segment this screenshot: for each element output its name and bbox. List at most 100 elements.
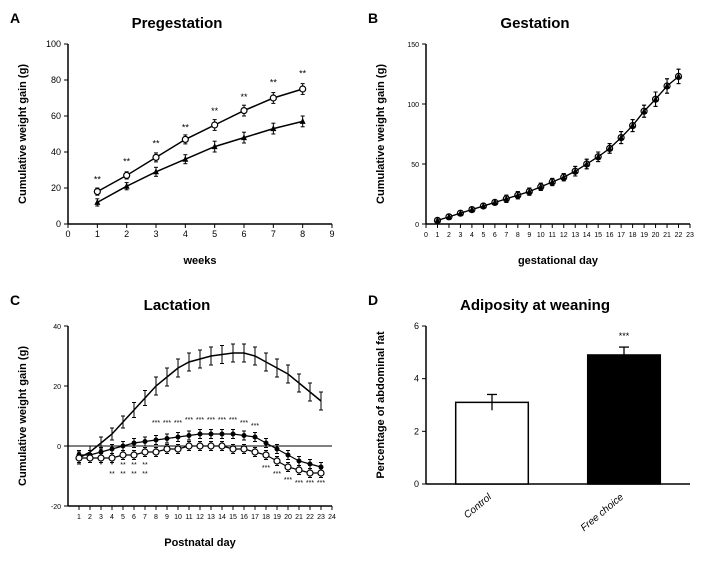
svg-text:5: 5 (481, 232, 485, 239)
svg-text:Adiposity at weaning: Adiposity at weaning (460, 297, 610, 314)
svg-text:2: 2 (414, 426, 419, 436)
svg-text:Gestation: Gestation (500, 15, 569, 32)
svg-text:23: 23 (317, 514, 325, 521)
svg-text:16: 16 (240, 514, 248, 521)
svg-text:1: 1 (95, 229, 100, 239)
panel-d-chart: Adiposity at weaning0246Percentage of ab… (368, 292, 702, 554)
svg-text:**: ** (142, 471, 148, 478)
svg-text:Cumulative weight gain (g): Cumulative weight gain (g) (375, 64, 387, 204)
svg-text:0: 0 (57, 444, 61, 451)
svg-text:Postnatal day: Postnatal day (164, 537, 236, 549)
svg-text:***: *** (306, 480, 314, 487)
svg-text:20: 20 (51, 183, 61, 193)
svg-text:100: 100 (407, 102, 419, 109)
panel-c: C Lactation-2002040123456789101112131415… (10, 292, 344, 554)
svg-text:40: 40 (51, 147, 61, 157)
svg-text:4: 4 (110, 514, 114, 521)
svg-text:**: ** (152, 139, 160, 149)
svg-text:Control: Control (462, 491, 494, 521)
svg-text:*: * (111, 462, 114, 469)
panel-a-letter: A (10, 10, 20, 26)
svg-text:5: 5 (121, 514, 125, 521)
svg-text:**: ** (120, 471, 126, 478)
svg-text:6: 6 (132, 514, 136, 521)
svg-text:17: 17 (617, 232, 625, 239)
svg-text:-20: -20 (51, 504, 61, 511)
svg-text:6: 6 (414, 321, 419, 331)
svg-text:***: *** (273, 471, 281, 478)
svg-text:12: 12 (560, 232, 568, 239)
svg-text:50: 50 (411, 162, 419, 169)
svg-text:0: 0 (56, 219, 61, 229)
svg-text:3: 3 (458, 232, 462, 239)
svg-text:60: 60 (51, 111, 61, 121)
panel-d: D Adiposity at weaning0246Percentage of … (368, 292, 702, 554)
svg-text:13: 13 (571, 232, 579, 239)
svg-text:***: *** (163, 420, 171, 427)
svg-text:***: *** (262, 465, 270, 472)
svg-text:Percentage of abdominal fat: Percentage of abdominal fat (375, 331, 387, 479)
svg-text:15: 15 (229, 514, 237, 521)
svg-text:14: 14 (218, 514, 226, 521)
svg-text:80: 80 (51, 75, 61, 85)
svg-text:2: 2 (447, 232, 451, 239)
svg-text:3: 3 (99, 514, 103, 521)
svg-text:**: ** (123, 157, 131, 167)
svg-text:0: 0 (424, 232, 428, 239)
svg-text:**: ** (109, 471, 115, 478)
svg-text:0: 0 (415, 222, 419, 229)
svg-text:18: 18 (262, 514, 270, 521)
svg-text:**: ** (142, 462, 148, 469)
panel-a-chart: Pregestation0204060801000123456789weeksC… (10, 10, 344, 272)
svg-text:11: 11 (549, 232, 556, 239)
panel-b-letter: B (368, 10, 378, 26)
svg-text:5: 5 (212, 229, 217, 239)
svg-text:9: 9 (527, 232, 531, 239)
svg-text:***: *** (207, 417, 215, 424)
svg-text:12: 12 (196, 514, 204, 521)
svg-text:14: 14 (583, 232, 591, 239)
panel-d-letter: D (368, 292, 378, 308)
svg-text:8: 8 (300, 229, 305, 239)
svg-text:23: 23 (686, 232, 694, 239)
svg-text:6: 6 (241, 229, 246, 239)
svg-text:20: 20 (652, 232, 660, 239)
svg-text:***: *** (284, 477, 292, 484)
svg-text:**: ** (131, 471, 137, 478)
svg-text:13: 13 (207, 514, 215, 521)
svg-text:3: 3 (153, 229, 158, 239)
svg-text:15: 15 (594, 232, 602, 239)
svg-text:***: *** (251, 423, 259, 430)
svg-text:18: 18 (629, 232, 637, 239)
svg-text:***: *** (185, 417, 193, 424)
svg-text:**: ** (240, 92, 248, 102)
svg-text:***: *** (295, 480, 303, 487)
svg-text:1: 1 (436, 232, 440, 239)
svg-text:**: ** (131, 462, 137, 469)
svg-text:10: 10 (537, 232, 545, 239)
svg-text:***: *** (317, 480, 325, 487)
figure-grid: A Pregestation0204060801000123456789week… (10, 10, 698, 554)
svg-text:8: 8 (516, 232, 520, 239)
svg-text:***: *** (174, 420, 182, 427)
svg-text:22: 22 (675, 232, 683, 239)
svg-text:***: *** (196, 417, 204, 424)
svg-text:***: *** (218, 417, 226, 424)
svg-text:***: *** (152, 420, 160, 427)
panel-c-letter: C (10, 292, 20, 308)
svg-text:***: *** (619, 331, 630, 341)
svg-text:22: 22 (306, 514, 314, 521)
svg-text:16: 16 (606, 232, 614, 239)
svg-text:9: 9 (329, 229, 334, 239)
panel-c-chart: Lactation-200204012345678910111213141516… (10, 292, 344, 554)
svg-text:Cumulative weight gain (g): Cumulative weight gain (g) (17, 346, 29, 486)
panel-b: B Gestation05010015001234567891011121314… (368, 10, 702, 272)
svg-text:100: 100 (46, 39, 61, 49)
svg-text:10: 10 (174, 514, 182, 521)
svg-text:0: 0 (414, 479, 419, 489)
svg-text:**: ** (299, 68, 307, 78)
svg-text:7: 7 (143, 514, 147, 521)
svg-text:*: * (100, 462, 103, 469)
svg-text:Lactation: Lactation (144, 297, 211, 314)
panel-b-chart: Gestation0501001500123456789101112131415… (368, 10, 702, 272)
